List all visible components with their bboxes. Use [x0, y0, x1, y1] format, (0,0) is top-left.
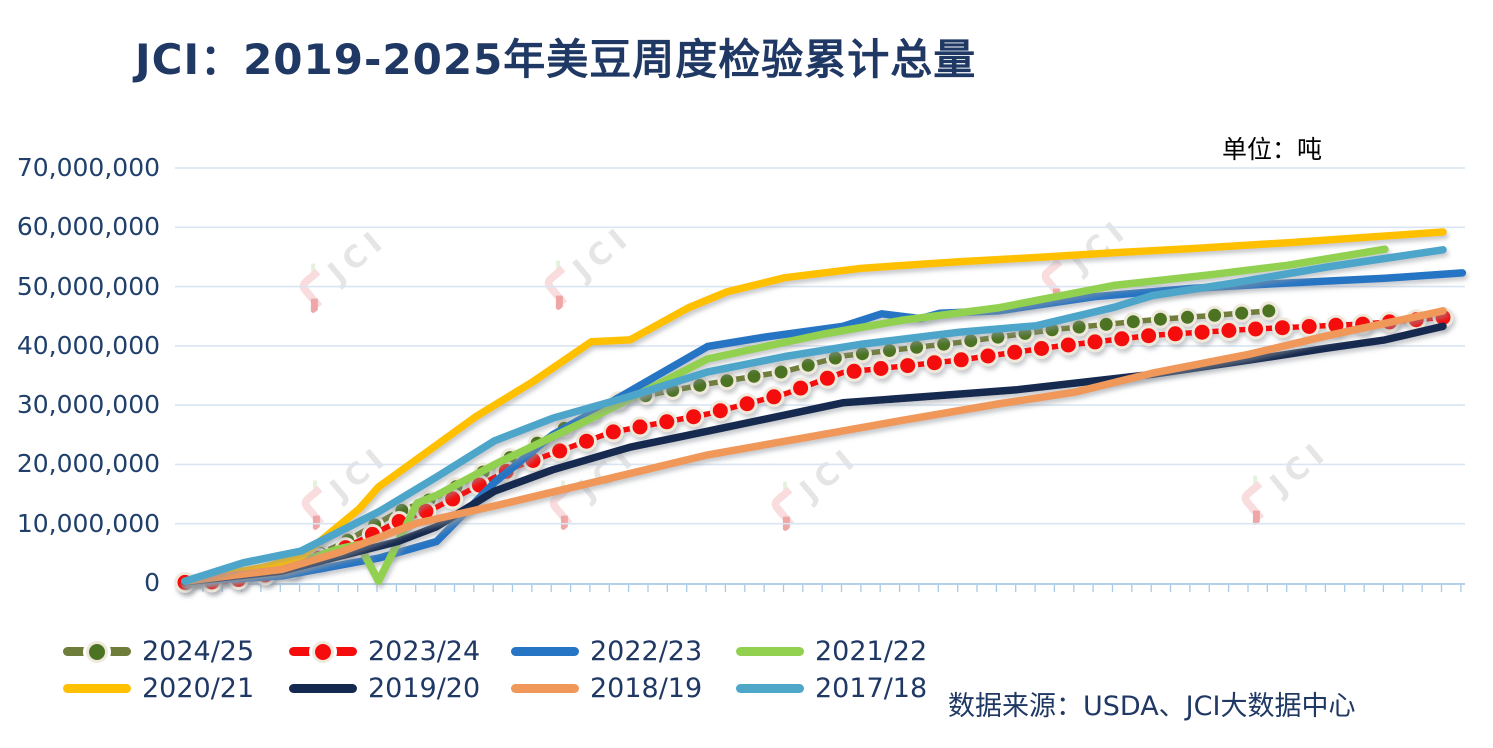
- legend-label: 2020/21: [142, 673, 255, 704]
- legend-swatch: [511, 636, 579, 667]
- legend-swatch: [63, 673, 131, 704]
- jci-logo-icon: [299, 263, 323, 313]
- unit-label: 单位：吨: [1222, 135, 1323, 164]
- legend-swatch: [289, 636, 357, 667]
- jci-logo-icon: [301, 480, 325, 530]
- legend-item: 2019/20: [289, 673, 511, 704]
- legend-label: 2018/19: [590, 673, 703, 704]
- legend-swatch: [736, 636, 804, 667]
- legend-item: 2018/19: [511, 673, 736, 704]
- y-axis-label: 60,000,000: [16, 212, 160, 242]
- y-axis-label: 30,000,000: [16, 390, 160, 420]
- jci-logo-icon: [1241, 475, 1265, 525]
- legend-label: 2019/20: [368, 673, 481, 704]
- legend-label: 2023/24: [368, 636, 481, 667]
- legend-swatch: [63, 636, 131, 667]
- jci-watermark: JCI: [287, 216, 394, 314]
- legend-item: 2022/23: [511, 636, 736, 667]
- legend-item: 2023/24: [289, 636, 511, 667]
- legend-label: 2024/25: [142, 636, 255, 667]
- legend-label: 2021/22: [815, 636, 928, 667]
- legend-item: 2021/22: [736, 636, 961, 667]
- y-axis-label: 70,000,000: [16, 153, 160, 182]
- legend-item: 2024/25: [63, 636, 289, 667]
- jci-watermark: JCI: [1229, 428, 1336, 526]
- legend-swatch: [736, 673, 804, 704]
- legend: 2024/25 2023/24 2022/23 2021/22 2020/21 2019/…: [63, 636, 961, 704]
- legend-swatch: [289, 673, 357, 704]
- legend-item: 2020/21: [63, 673, 289, 704]
- y-axis-label: 10,000,000: [16, 508, 160, 538]
- jci-watermark: JCI: [289, 433, 396, 531]
- y-axis-label: 0: [144, 568, 160, 597]
- y-axis-label: 20,000,000: [16, 449, 160, 479]
- legend-item: 2017/18: [736, 673, 961, 704]
- legend-label: 2022/23: [590, 636, 703, 667]
- legend-label: 2017/18: [815, 673, 928, 704]
- y-axis-label: 40,000,000: [16, 330, 160, 360]
- data-source-label: 数据来源：USDA、JCI大数据中心: [948, 691, 1356, 722]
- chart-title: JCI：2019-2025年美豆周度检验累计总量: [135, 35, 977, 84]
- y-axis-label: 50,000,000: [16, 271, 160, 301]
- legend-swatch: [511, 673, 579, 704]
